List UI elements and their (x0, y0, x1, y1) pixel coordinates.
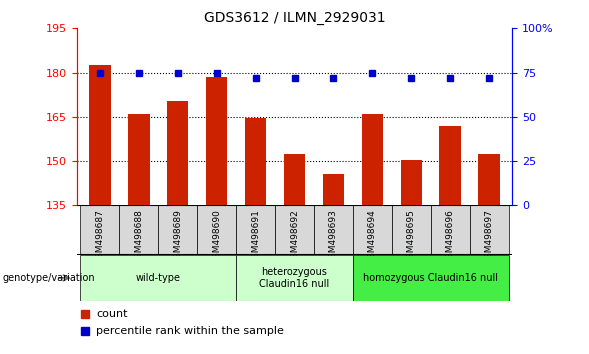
Text: GSM498693: GSM498693 (329, 209, 338, 264)
Text: wild-type: wild-type (136, 273, 181, 283)
Text: GSM498691: GSM498691 (251, 209, 260, 264)
Bar (236, 255, 353, 301)
Bar (81, 255, 236, 301)
Bar (206, 77, 227, 205)
Bar (236, 205, 275, 255)
Bar (401, 160, 422, 205)
Text: count: count (96, 309, 128, 319)
Bar (478, 154, 500, 205)
Text: GSM498690: GSM498690 (212, 209, 221, 264)
Bar (392, 205, 431, 255)
Text: homozygous Claudin16 null: homozygous Claudin16 null (363, 273, 498, 283)
Bar (158, 205, 197, 255)
Text: GSM498696: GSM498696 (446, 209, 455, 264)
Text: GSM498697: GSM498697 (485, 209, 494, 264)
Bar (431, 205, 469, 255)
Bar (469, 205, 508, 255)
Text: percentile rank within the sample: percentile rank within the sample (96, 326, 284, 336)
Bar (89, 65, 111, 205)
Text: genotype/variation: genotype/variation (3, 273, 95, 283)
Bar (81, 205, 120, 255)
Text: GDS3612 / ILMN_2929031: GDS3612 / ILMN_2929031 (204, 11, 385, 25)
Bar (120, 205, 158, 255)
Bar (284, 154, 305, 205)
Text: GSM498692: GSM498692 (290, 209, 299, 264)
Bar (362, 114, 383, 205)
Bar (128, 114, 150, 205)
Text: heterozygous
Claudin16 null: heterozygous Claudin16 null (259, 267, 330, 289)
Bar (314, 205, 353, 255)
Bar (245, 118, 266, 205)
Bar (439, 126, 461, 205)
Text: GSM498687: GSM498687 (95, 209, 104, 264)
Text: GSM498689: GSM498689 (173, 209, 182, 264)
Text: GSM498688: GSM498688 (134, 209, 143, 264)
Text: GSM498694: GSM498694 (368, 209, 377, 264)
Bar (167, 101, 188, 205)
Bar (353, 255, 508, 301)
Bar (353, 205, 392, 255)
Bar (197, 205, 236, 255)
Text: GSM498695: GSM498695 (407, 209, 416, 264)
Bar (323, 175, 344, 205)
Bar (275, 205, 314, 255)
